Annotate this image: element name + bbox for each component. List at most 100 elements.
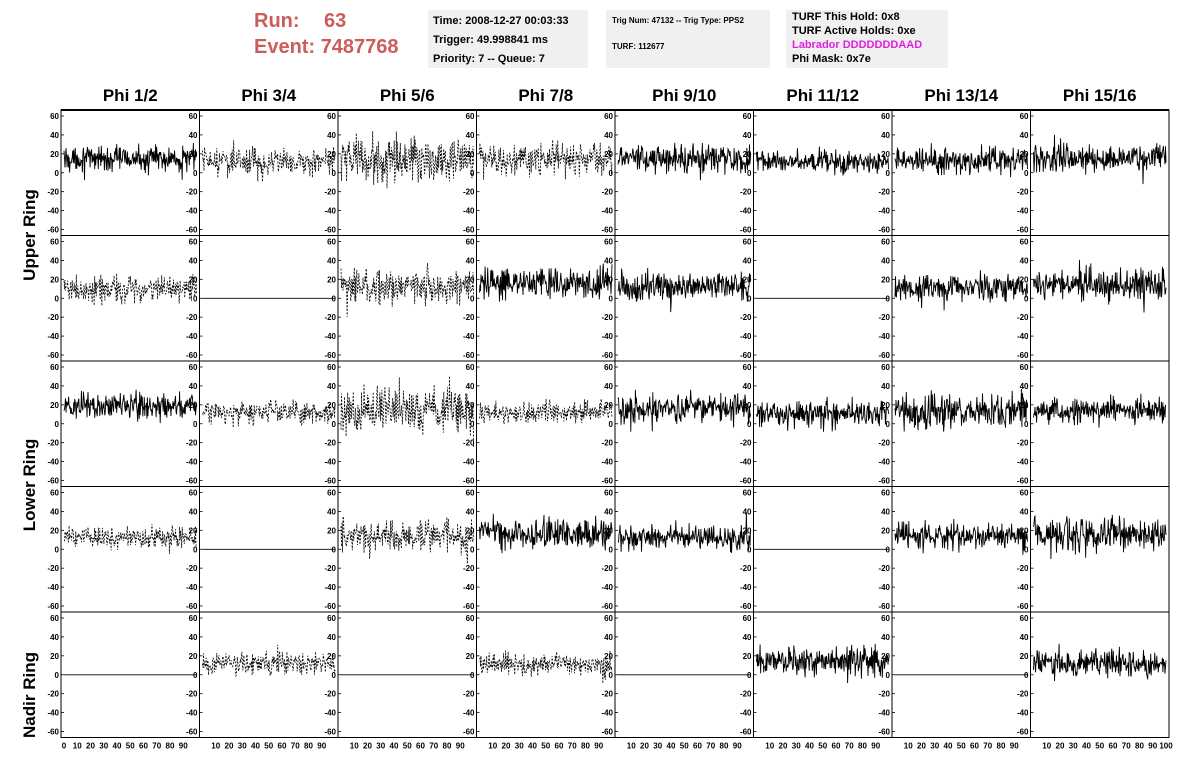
y-tick-label: 40 — [327, 382, 336, 391]
y-tick-label: -20 — [1017, 690, 1029, 699]
y-tick-label: -20 — [186, 439, 198, 448]
y-tick-label: -40 — [47, 458, 59, 467]
y-tick-label: 40 — [743, 256, 752, 265]
y-tick-label: 60 — [50, 614, 59, 623]
y-tick-label: 60 — [604, 614, 613, 623]
y-tick-label: -40 — [47, 332, 59, 341]
y-tick-label: 0 — [332, 420, 337, 429]
x-tick-label: 20 — [86, 742, 95, 751]
waveform-r2-c5 — [756, 396, 890, 432]
y-tick-label: 40 — [466, 382, 475, 391]
waveform-r2-c2 — [340, 376, 474, 448]
y-tick-label: -60 — [601, 226, 613, 235]
panel-frame-r1-c0 — [60, 235, 200, 362]
y-tick-label: -60 — [1017, 477, 1029, 486]
y-tick-label: 20 — [1020, 275, 1029, 284]
y-tick-label: 20 — [327, 275, 336, 284]
x-tick-label: 80 — [304, 742, 313, 751]
y-tick-label: -20 — [324, 564, 336, 573]
y-tick-label: -20 — [601, 690, 613, 699]
y-tick-label: -60 — [1017, 602, 1029, 611]
y-tick-label: -40 — [47, 709, 59, 718]
y-tick-label: -60 — [878, 477, 890, 486]
y-tick-label: 60 — [189, 112, 198, 121]
x-tick-label: 50 — [1095, 742, 1104, 751]
y-tick-label: 40 — [881, 256, 890, 265]
y-tick-label: -20 — [1017, 564, 1029, 573]
y-tick-label: 20 — [327, 150, 336, 159]
y-tick-label: 40 — [327, 131, 336, 140]
waveform-r3-c0 — [63, 523, 197, 554]
y-tick-label: -60 — [186, 728, 198, 737]
y-tick-label: -60 — [1017, 226, 1029, 235]
y-tick-label: 0 — [609, 294, 614, 303]
y-tick-label: 60 — [881, 489, 890, 498]
waveform-r2-c7 — [1033, 393, 1167, 428]
x-tick-label: 40 — [390, 742, 399, 751]
waveform-r2-c4 — [617, 389, 751, 432]
panel-frame-r1-c3 — [476, 235, 616, 362]
y-tick-label: -20 — [878, 188, 890, 197]
y-tick-label: -60 — [47, 728, 59, 737]
y-tick-label: -40 — [186, 332, 198, 341]
y-tick-label: -60 — [186, 226, 198, 235]
y-tick-label: 60 — [327, 363, 336, 372]
waveform-r1-c3 — [479, 263, 613, 302]
x-tick-label: 70 — [291, 742, 300, 751]
y-tick-label: 0 — [55, 420, 60, 429]
y-tick-label: 0 — [747, 294, 752, 303]
waveform-r0-c7 — [1033, 134, 1167, 185]
x-tick-label: 20 — [640, 742, 649, 751]
y-tick-label: 40 — [743, 633, 752, 642]
x-tick-label: 90 — [594, 742, 603, 751]
y-tick-label: 40 — [189, 507, 198, 516]
y-tick-label: 60 — [50, 489, 59, 498]
y-tick-label: 0 — [609, 545, 614, 554]
y-tick-label: 60 — [743, 112, 752, 121]
x-tick-label: 40 — [251, 742, 260, 751]
x-tick-label: 10 — [904, 742, 913, 751]
y-tick-label: 20 — [466, 401, 475, 410]
y-tick-label: -20 — [740, 188, 752, 197]
x-tick-label: 50 — [957, 742, 966, 751]
y-tick-label: -20 — [1017, 439, 1029, 448]
y-tick-label: -60 — [47, 351, 59, 360]
y-tick-label: 20 — [327, 401, 336, 410]
x-tick-label: 50 — [680, 742, 689, 751]
panel-frame-r3-c3 — [476, 486, 616, 613]
y-tick-label: 20 — [1020, 652, 1029, 661]
y-tick-label: -40 — [186, 709, 198, 718]
waveform-r1-c4 — [617, 267, 751, 313]
x-tick-label: 60 — [416, 742, 425, 751]
y-tick-label: 0 — [1024, 169, 1029, 178]
x-tick-label: 70 — [429, 742, 438, 751]
waveform-r2-c1 — [202, 399, 336, 428]
run-label: Run: — [254, 10, 300, 32]
y-tick-label: -40 — [878, 207, 890, 216]
y-tick-label: 0 — [886, 294, 891, 303]
x-tick-label: 80 — [581, 742, 590, 751]
panel-frame-r0-c4 — [614, 109, 754, 236]
phi-header-5: Phi 9/10 — [652, 86, 717, 105]
y-tick-label: 0 — [609, 169, 614, 178]
y-tick-label: 20 — [881, 652, 890, 661]
waveform-r1-c0 — [63, 273, 197, 306]
y-tick-label: 60 — [50, 363, 59, 372]
y-tick-label: -20 — [47, 439, 59, 448]
trigger-info-panel: Trig Num: 47132 -- Trig Type: PPS2 TURF:… — [606, 10, 770, 68]
phi-header-8: Phi 15/16 — [1062, 86, 1137, 105]
event-label: Event: — [254, 36, 316, 58]
x-tick-label: 50 — [541, 742, 550, 751]
x-tick-label: 40 — [805, 742, 814, 751]
y-tick-label: 60 — [50, 112, 59, 121]
y-tick-label: 60 — [50, 238, 59, 247]
y-tick-label: -60 — [47, 226, 59, 235]
y-tick-label: -60 — [186, 351, 198, 360]
phi-mask-text: Phi Mask: 0x7e — [792, 53, 871, 65]
y-tick-label: 40 — [189, 382, 198, 391]
x-tick-label: 30 — [238, 742, 247, 751]
y-tick-label: 0 — [332, 294, 337, 303]
y-tick-label: -20 — [601, 439, 613, 448]
run-event-box: Run: 63 Event: 7487768 — [254, 8, 424, 60]
y-tick-label: -60 — [601, 602, 613, 611]
